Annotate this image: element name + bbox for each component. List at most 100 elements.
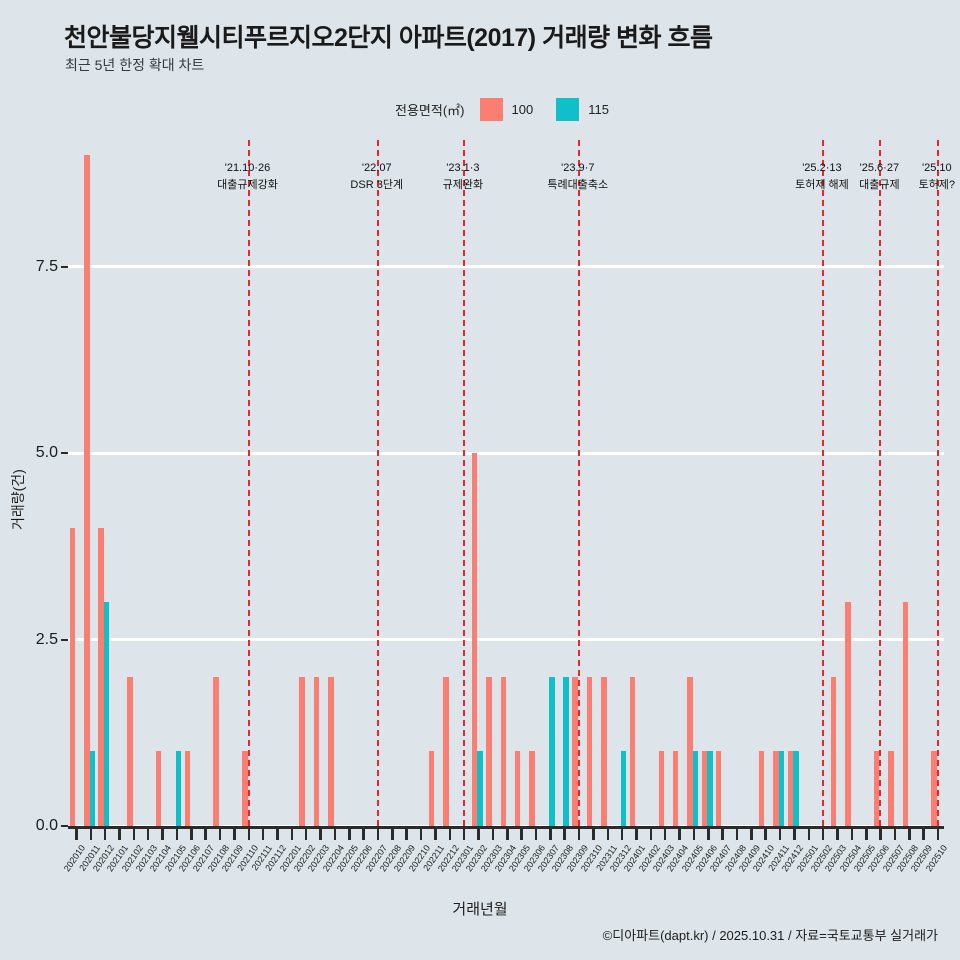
x-tick-mark bbox=[276, 829, 279, 840]
bar[interactable] bbox=[586, 676, 593, 826]
bar[interactable] bbox=[184, 751, 191, 826]
bar[interactable] bbox=[793, 751, 799, 826]
bar[interactable] bbox=[299, 676, 305, 826]
x-tick-mark bbox=[807, 829, 811, 840]
bar[interactable] bbox=[707, 751, 713, 826]
bar[interactable] bbox=[313, 676, 320, 826]
x-tick-mark bbox=[865, 829, 868, 840]
x-tick-mark bbox=[563, 829, 566, 840]
x-tick-mark bbox=[161, 829, 164, 840]
bar[interactable] bbox=[69, 527, 76, 826]
bar[interactable] bbox=[778, 751, 785, 826]
bar[interactable] bbox=[658, 751, 664, 826]
event-date: '23.9·7 bbox=[561, 162, 595, 174]
x-tick-mark bbox=[678, 829, 681, 840]
bar[interactable] bbox=[213, 676, 219, 826]
y-tick-label: 2.5 bbox=[35, 630, 58, 648]
bar[interactable] bbox=[486, 676, 492, 826]
x-tick-mark bbox=[362, 829, 365, 840]
x-tick-mark bbox=[549, 829, 552, 840]
legend-swatch-115[interactable] bbox=[556, 98, 580, 121]
bar[interactable] bbox=[787, 751, 794, 826]
x-tick-mark bbox=[405, 829, 408, 840]
x-tick-mark bbox=[778, 829, 782, 840]
event-annotation: '23.1·3 규제완화 bbox=[443, 160, 483, 193]
x-tick-mark bbox=[721, 829, 724, 840]
event-name: 대출규제강화 bbox=[217, 178, 278, 191]
bar[interactable] bbox=[692, 751, 699, 826]
x-tick-mark bbox=[879, 829, 882, 840]
bar[interactable] bbox=[127, 676, 133, 826]
x-tick-mark bbox=[707, 829, 710, 840]
x-tick-mark bbox=[793, 829, 796, 840]
bar[interactable] bbox=[428, 751, 435, 826]
y-tick-mark bbox=[61, 265, 68, 268]
bar[interactable] bbox=[103, 602, 110, 826]
x-axis-line bbox=[68, 826, 944, 829]
legend-title: 전용면적(㎡) bbox=[395, 103, 465, 118]
x-tick-mark bbox=[764, 829, 767, 840]
bar[interactable] bbox=[572, 676, 578, 826]
y-tick-mark bbox=[61, 638, 68, 641]
bar[interactable] bbox=[873, 751, 880, 826]
bar[interactable] bbox=[629, 676, 636, 826]
event-date: '23.1·3 bbox=[446, 162, 480, 174]
bar[interactable] bbox=[687, 676, 693, 826]
bar[interactable] bbox=[529, 751, 535, 826]
bar[interactable] bbox=[175, 751, 182, 826]
bar[interactable] bbox=[477, 751, 483, 826]
event-annotation: '25.6·27 대출규제 bbox=[859, 160, 899, 193]
bar[interactable] bbox=[672, 751, 679, 826]
bar[interactable] bbox=[155, 751, 162, 826]
y-tick-label: 7.5 bbox=[35, 257, 58, 275]
x-axis-title: 거래년월 bbox=[452, 901, 508, 918]
bar[interactable] bbox=[549, 676, 555, 826]
legend-swatch-100[interactable] bbox=[479, 98, 503, 121]
x-tick-mark bbox=[592, 829, 595, 840]
y-axis-title: 거래량(건) bbox=[10, 469, 26, 530]
bar[interactable] bbox=[500, 676, 506, 826]
event-annotation: '23.9·7 특례대출축소 bbox=[547, 160, 608, 193]
bar[interactable] bbox=[931, 751, 937, 826]
y-tick-mark bbox=[61, 452, 68, 455]
bar[interactable] bbox=[888, 751, 894, 826]
gridline bbox=[68, 451, 944, 455]
bar[interactable] bbox=[759, 751, 765, 826]
x-tick-mark bbox=[506, 829, 509, 840]
bar[interactable] bbox=[601, 676, 607, 826]
bar[interactable] bbox=[242, 751, 248, 826]
event-annotation: '22.07 DSR 3단계 bbox=[350, 160, 403, 193]
bar[interactable] bbox=[715, 751, 722, 826]
bar[interactable] bbox=[328, 676, 334, 826]
x-tick-mark bbox=[89, 829, 93, 840]
bar[interactable] bbox=[830, 676, 837, 826]
bar[interactable] bbox=[773, 751, 779, 826]
event-annotation: '25.10 토허제? bbox=[919, 160, 955, 193]
x-tick-mark bbox=[391, 829, 394, 840]
bar[interactable] bbox=[471, 453, 478, 826]
x-tick-mark bbox=[175, 829, 179, 840]
x-tick-mark bbox=[663, 829, 667, 840]
bar[interactable] bbox=[845, 602, 851, 826]
x-tick-mark bbox=[821, 829, 825, 840]
bar[interactable] bbox=[563, 676, 569, 826]
x-tick-mark bbox=[750, 829, 753, 840]
gridline bbox=[68, 265, 944, 269]
x-tick-mark bbox=[491, 829, 495, 840]
bar[interactable] bbox=[98, 527, 104, 826]
x-tick-mark bbox=[118, 829, 121, 840]
bar[interactable] bbox=[620, 751, 627, 826]
x-tick-mark bbox=[304, 829, 308, 840]
plot-area: 0.0 2.5 5.0 7.5 bbox=[36, 140, 944, 834]
bar[interactable] bbox=[514, 751, 521, 826]
bar[interactable] bbox=[443, 676, 449, 826]
bar[interactable] bbox=[701, 751, 708, 826]
bar[interactable] bbox=[902, 602, 909, 826]
x-tick-mark bbox=[936, 829, 940, 840]
x-tick-mark bbox=[893, 829, 897, 840]
x-tick-mark bbox=[376, 829, 380, 840]
bar[interactable] bbox=[84, 154, 90, 826]
bar[interactable] bbox=[89, 751, 95, 826]
event-name: 토허제 해제 bbox=[795, 178, 849, 191]
